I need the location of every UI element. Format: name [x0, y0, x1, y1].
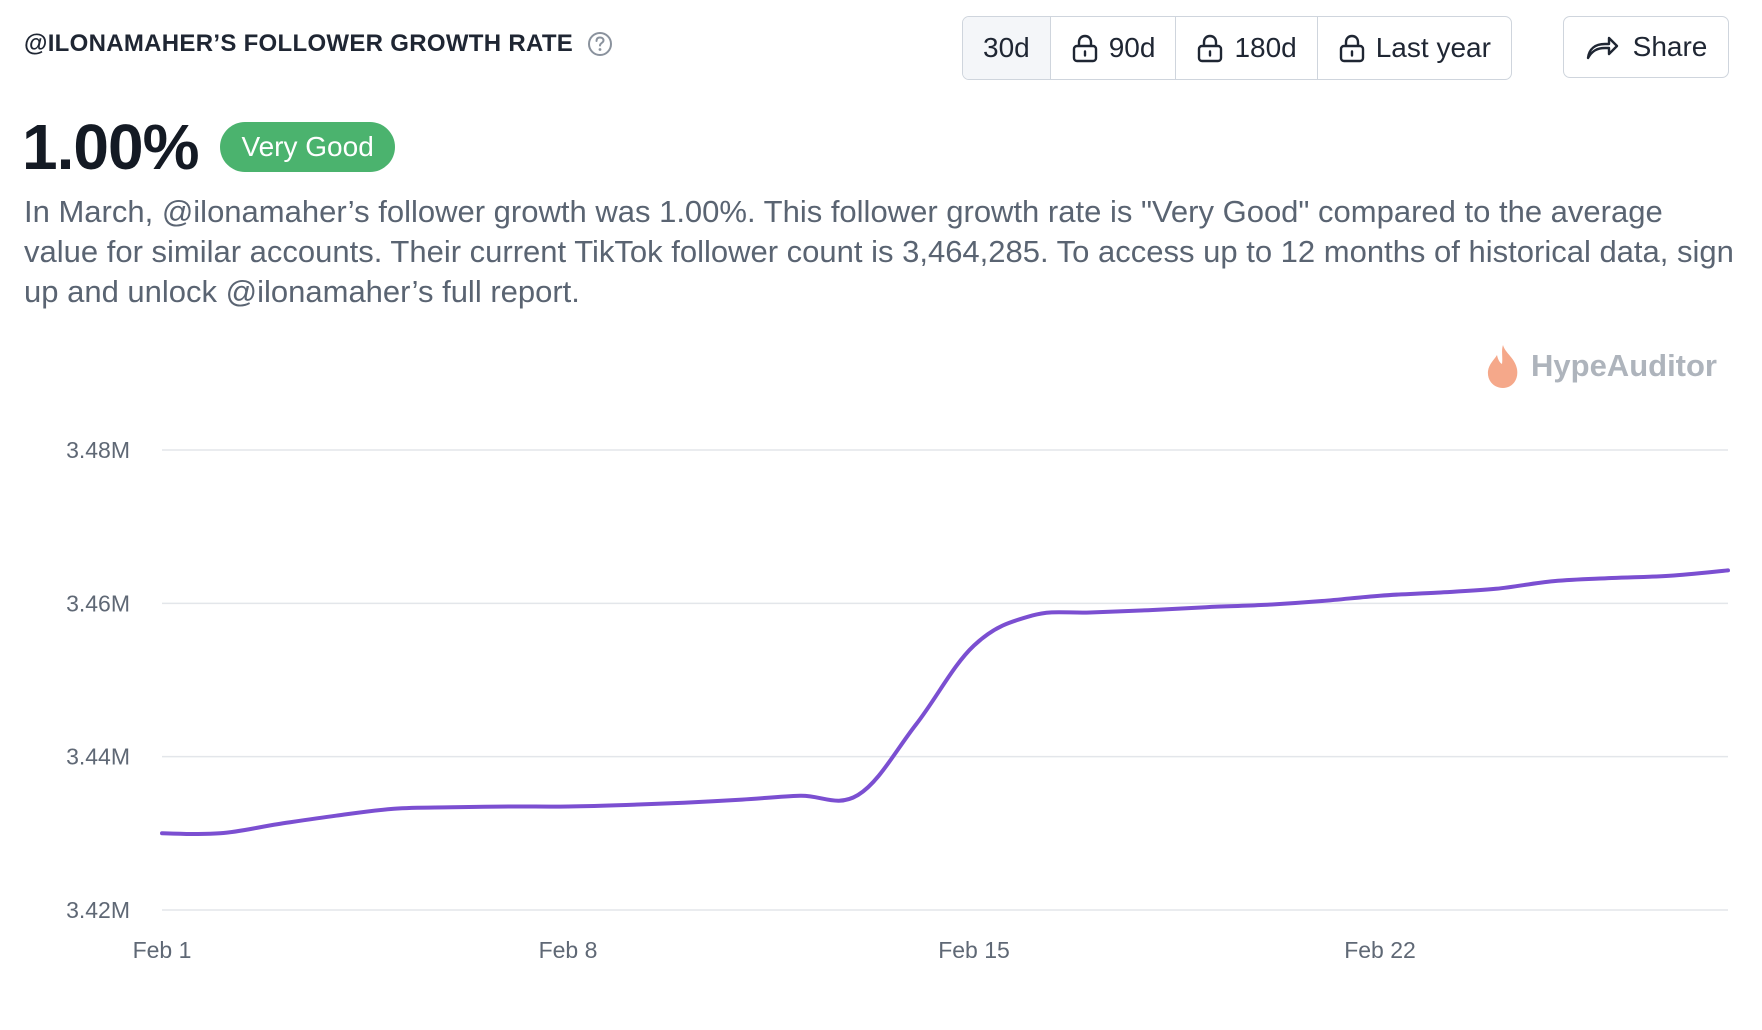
chart-title: @ILONAMAHER’S FOLLOWER GROWTH RATE [24, 30, 574, 57]
y-tick-label: 3.48M [66, 437, 130, 463]
tab-label: 180d [1234, 32, 1297, 63]
chart-header: @ILONAMAHER’S FOLLOWER GROWTH RATE [24, 30, 613, 58]
series-line [160, 568, 1730, 837]
x-axis: Feb 1 Feb 8 Feb 15 Feb 22 [133, 937, 1416, 963]
share-label: Share [1632, 31, 1708, 62]
share-button[interactable]: Share [1563, 16, 1729, 78]
rating-badge: Very Good [220, 122, 395, 172]
metric-row: 1.00% Very Good [22, 110, 395, 184]
y-tick-label: 3.46M [66, 590, 130, 616]
tab-90d[interactable]: 90d [1049, 17, 1176, 79]
x-tick-label: Feb 15 [938, 937, 1010, 963]
x-tick-label: Feb 22 [1344, 937, 1416, 963]
share-arrow-icon [1585, 33, 1619, 61]
y-tick-label: 3.42M [66, 897, 130, 923]
lock-icon [1071, 33, 1099, 63]
chart-grid [162, 449, 1728, 911]
tab-last-year[interactable]: Last year [1316, 17, 1511, 79]
tab-30d[interactable]: 30d [963, 17, 1050, 79]
x-tick-label: Feb 1 [133, 937, 192, 963]
tab-180d[interactable]: 180d [1175, 17, 1316, 79]
question-circle-icon[interactable] [587, 31, 613, 57]
description-text: In March, @ilonamaher’s follower growth … [24, 194, 1734, 309]
x-tick-label: Feb 8 [539, 937, 598, 963]
growth-rate-value: 1.00% [22, 111, 199, 183]
y-tick-label: 3.44M [66, 744, 130, 770]
tab-label: 30d [983, 32, 1030, 63]
tab-label: 90d [1108, 32, 1156, 63]
lock-icon [1196, 33, 1224, 63]
tab-label: Last year [1375, 32, 1491, 63]
chart-series [160, 568, 1730, 837]
brand-name: HypeAuditor [1531, 348, 1717, 383]
flame-icon [1485, 343, 1521, 389]
brand-logo: HypeAuditor [1485, 343, 1717, 389]
period-tabs: 30d 90d 180d Last [962, 16, 1512, 80]
y-axis: 3.48M 3.46M 3.44M 3.42M [66, 437, 130, 923]
lock-icon [1338, 33, 1366, 63]
